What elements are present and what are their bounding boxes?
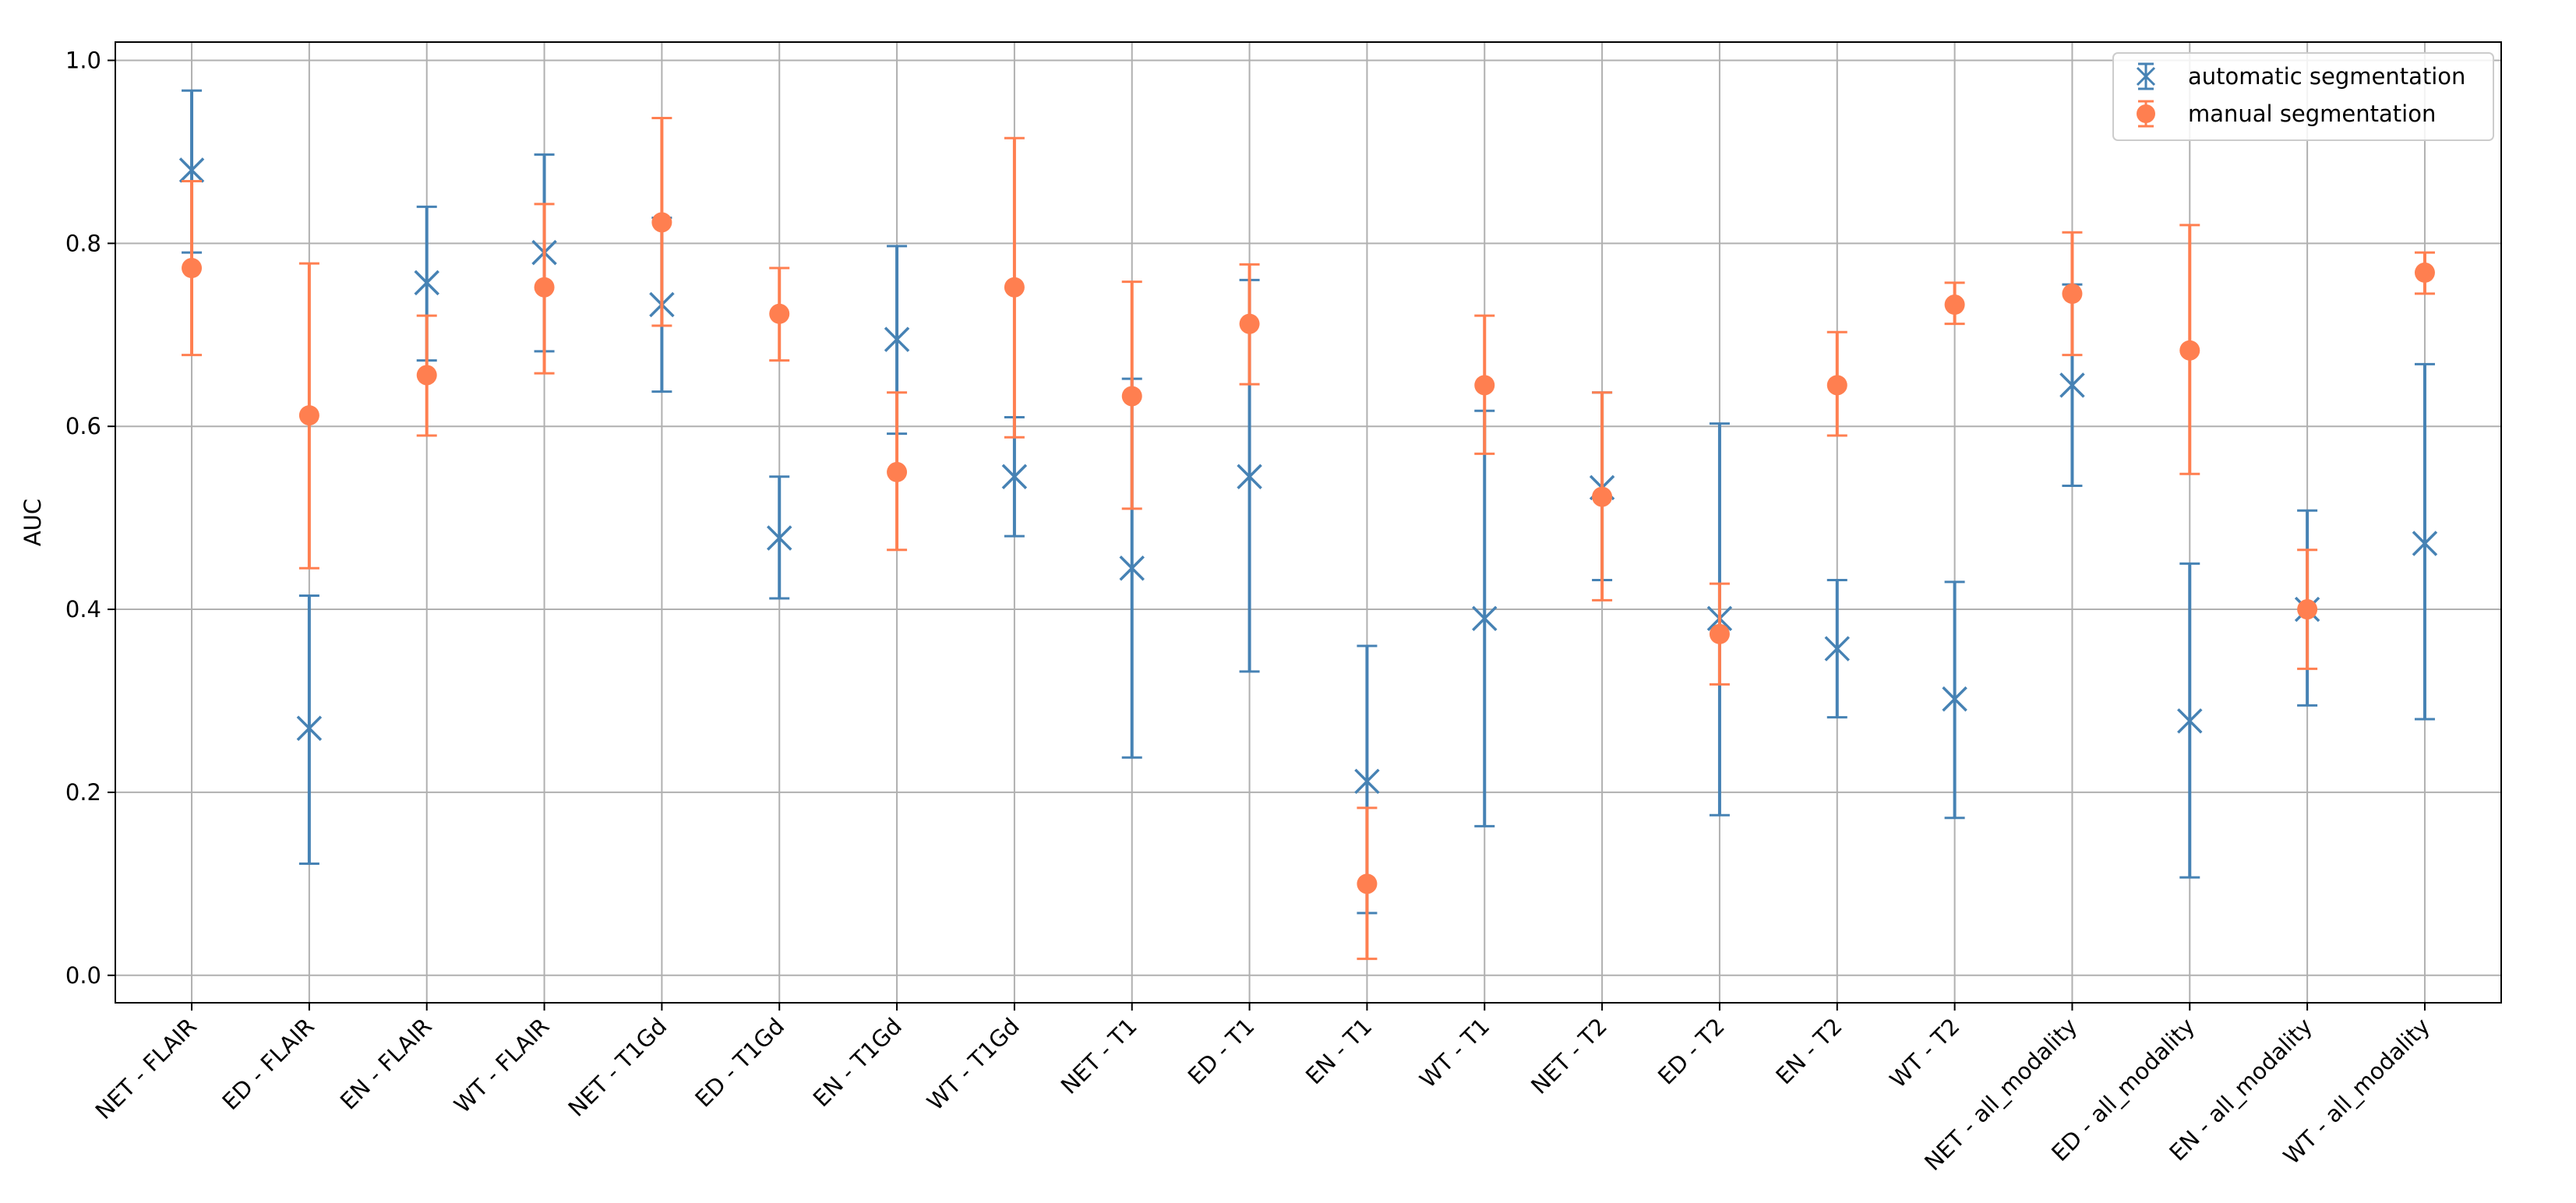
legend-label: automatic segmentation xyxy=(2188,63,2465,90)
y-axis-ticks: 0.0 0.2 0.4 0.6 0.8 1.0 xyxy=(65,47,115,989)
x-tick-label: NET - T1Gd xyxy=(563,1013,672,1122)
x-tick-label: ED - FLAIR xyxy=(217,1013,319,1115)
y-tick-label: 0.8 xyxy=(65,230,101,256)
data-point-circle-marker xyxy=(416,365,437,386)
x-tick-label: NET - FLAIR xyxy=(90,1013,202,1124)
series-automatic xyxy=(178,89,2438,915)
x-axis-ticks: NET - FLAIR ED - FLAIR EN - FLAIR WT - FLAI… xyxy=(90,1003,2435,1176)
marker-stroke xyxy=(766,525,792,551)
marker-stroke xyxy=(414,270,439,296)
data-point-circle-marker xyxy=(298,405,319,426)
data-point-circle-marker xyxy=(1944,295,1965,316)
marker-stroke xyxy=(1472,605,1498,632)
x-tick-label: EN - FLAIR xyxy=(335,1013,437,1115)
x-tick-label: ED - T2 xyxy=(1653,1013,1730,1090)
y-tick-label: 0.0 xyxy=(65,962,101,989)
data-point-circle-marker xyxy=(182,258,203,279)
data-point-circle-marker xyxy=(2179,340,2200,361)
data-point-x-marker xyxy=(296,715,323,741)
x-tick-label: WT - FLAIR xyxy=(449,1013,554,1118)
x-tick-label: ED - T1Gd xyxy=(690,1013,789,1113)
marker-stroke xyxy=(2177,708,2203,734)
marker-stroke xyxy=(1354,768,1380,795)
plot-frame xyxy=(115,41,2502,1004)
legend-entry: manual segmentation xyxy=(2137,100,2436,128)
series-manual xyxy=(182,116,2435,961)
x-tick-label: WT - T2 xyxy=(1885,1013,1965,1093)
x-tick-label: EN - T2 xyxy=(1770,1013,1847,1089)
legend-entry: automatic segmentation xyxy=(2136,62,2465,90)
data-point-x-marker xyxy=(1119,555,1145,581)
marker-stroke xyxy=(884,326,910,352)
data-point-x-marker xyxy=(2177,708,2203,734)
y-axis-label: AUC xyxy=(19,499,46,546)
x-tick-label: WT - T1Gd xyxy=(922,1013,1025,1116)
data-point-circle-marker xyxy=(1121,386,1142,407)
data-point-x-marker xyxy=(766,525,792,551)
y-tick-label: 0.6 xyxy=(65,413,101,439)
x-tick-label: NET - T2 xyxy=(1526,1013,1612,1099)
x-tick-label: EN - T1Gd xyxy=(808,1013,907,1112)
data-point-x-marker xyxy=(1942,686,1967,712)
data-point-circle-marker xyxy=(769,303,790,324)
marker-stroke xyxy=(296,715,323,741)
marker-stroke xyxy=(178,157,205,183)
data-point-circle-marker xyxy=(2414,262,2435,283)
data-point-x-marker xyxy=(884,326,910,352)
data-point-x-marker xyxy=(414,270,439,296)
x-tick-label: EN - T1 xyxy=(1300,1013,1377,1089)
data-point-circle-marker xyxy=(1357,873,1378,894)
legend-x-marker xyxy=(2136,66,2156,86)
data-point-x-marker xyxy=(1354,768,1380,795)
legend-circle-marker xyxy=(2137,104,2155,123)
data-point-circle-marker xyxy=(1474,375,1495,396)
data-point-x-marker xyxy=(1001,464,1028,490)
marker-stroke xyxy=(1942,686,1967,712)
x-tick-label: WT - T1 xyxy=(1414,1013,1494,1093)
legend: automatic segmentation manual segmentatio… xyxy=(2112,52,2494,141)
data-point-circle-marker xyxy=(1239,313,1260,334)
data-point-circle-marker xyxy=(1004,277,1025,298)
data-point-circle-marker xyxy=(2062,283,2083,304)
data-point-x-marker xyxy=(178,157,205,183)
data-point-x-marker xyxy=(1824,636,1851,661)
data-point-circle-marker xyxy=(534,277,555,298)
marker-stroke xyxy=(1001,464,1028,490)
data-point-x-marker xyxy=(1237,464,1262,490)
data-point-x-marker xyxy=(2059,372,2085,398)
legend-label: manual segmentation xyxy=(2188,101,2436,127)
y-tick-label: 1.0 xyxy=(65,47,101,73)
data-point-circle-marker xyxy=(2297,599,2318,620)
data-point-circle-marker xyxy=(1826,375,1847,396)
data-point-circle-marker xyxy=(887,461,908,482)
data-point-circle-marker xyxy=(1592,486,1613,507)
data-series xyxy=(178,89,2438,961)
legend-box xyxy=(2112,52,2494,141)
data-point-circle-marker xyxy=(651,212,672,233)
y-tick-label: 0.2 xyxy=(65,779,101,806)
marker-stroke xyxy=(1824,636,1851,661)
data-point-x-marker xyxy=(2412,531,2438,556)
data-point-circle-marker xyxy=(1709,623,1730,644)
x-tick-label: NET - T1 xyxy=(1056,1013,1142,1099)
data-point-x-marker xyxy=(1472,605,1498,632)
grid-lines xyxy=(115,42,2501,1003)
marker-stroke xyxy=(2059,372,2085,398)
marker-stroke xyxy=(1119,555,1145,581)
x-tick-label: ED - T1 xyxy=(1183,1013,1260,1090)
marker-stroke xyxy=(1237,464,1262,490)
y-tick-label: 0.4 xyxy=(65,596,101,623)
marker-stroke xyxy=(2412,531,2438,556)
